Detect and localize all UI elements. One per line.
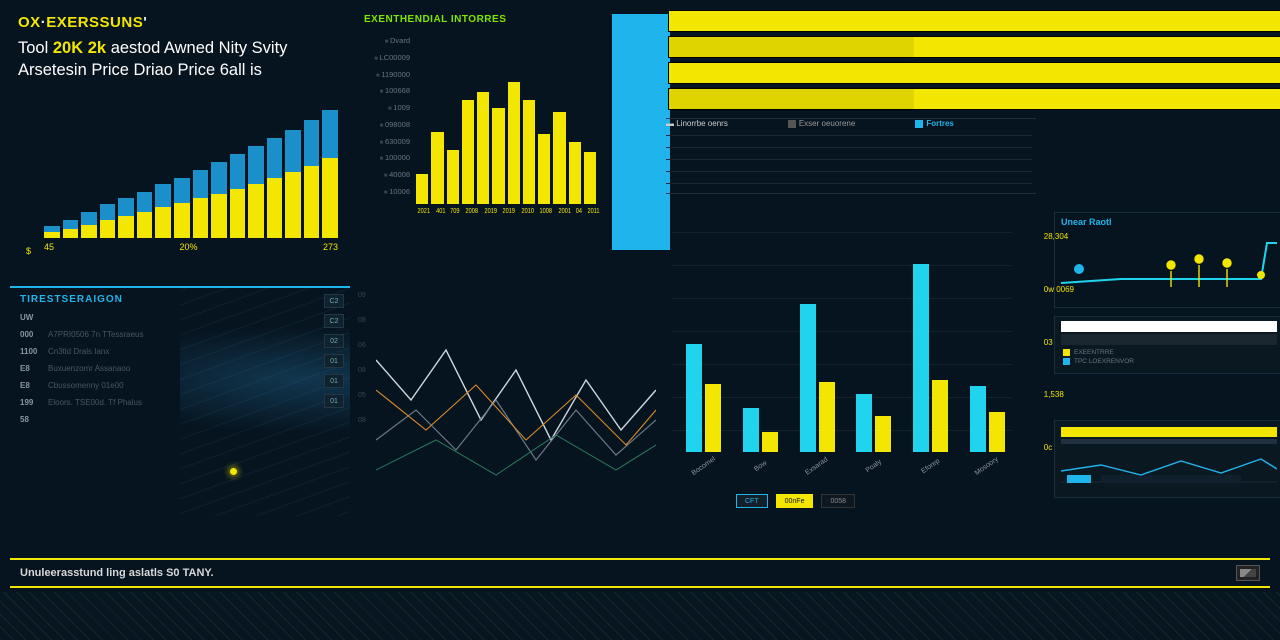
brand-logo: OX·EXERSSUNS' <box>18 14 346 31</box>
tm-bar-chart <box>416 34 596 204</box>
mr-x-labels: BocomelBowExsaradPoalyEforepMosoory <box>672 458 1012 465</box>
mc-y-labels: 090806080508 <box>358 292 366 424</box>
y-axis-label: $ <box>26 246 31 256</box>
footer-hatch-pattern <box>0 592 1280 640</box>
footer-strip: Unuleerasstund ling aslatls S0 TANY. <box>10 558 1270 588</box>
glow-dot-icon <box>230 468 237 475</box>
climbing-bar-chart: $ 45 20% 273 <box>22 110 342 260</box>
tm-big-cyan-bar <box>612 14 670 250</box>
tm-x-labels: 2021401709200820192019201010082001042011 <box>416 208 596 215</box>
widget-bot <box>1054 420 1280 498</box>
grouped-bar-chart <box>672 232 1012 452</box>
panel-multiline: 090806080508 <box>358 286 658 516</box>
tr-legend-area: ▬ Linorrbe oenrs Exser oeuorene Fortres <box>666 118 1036 194</box>
widget-mid-bar-grey <box>1061 334 1277 345</box>
panel-list-wave: TIRESTSERAIGON UW000A7PRI0506 7n TTessra… <box>10 286 350 516</box>
widget-bot-svg <box>1061 451 1277 491</box>
ml-rows: UW000A7PRI0506 7n TTessraeus1100Cn3tld D… <box>10 309 350 428</box>
widget-top-svg <box>1061 229 1277 301</box>
panel-yellow-bars: EXENTHENDIAL INTORRES DvardLC00009119000… <box>358 8 658 278</box>
widget-mid: EXEENTRRETPC LOEXRENVOR <box>1054 316 1280 374</box>
panel-grouped-bars: BocomelBowExsaradPoalyEforepMosoory 28,3… <box>666 286 1046 516</box>
yellow-stripes <box>668 10 1280 110</box>
panel-headline: OX·EXERSSUNS' Tool 20K 2k aestod Awned N… <box>10 8 350 278</box>
widget-top: Unear Raotl <box>1054 212 1280 308</box>
ml-title: TIRESTSERAIGON <box>10 288 350 309</box>
mr-tags: CFT00nFe0058 <box>736 494 855 508</box>
footer-logo-icon <box>1236 565 1260 581</box>
panel-widgets: Unear Raotl EXEENTRRETPC LOEXRENVOR <box>1054 286 1280 516</box>
tm-y-labels: DvardLC000091190000100668100909800863000… <box>364 36 410 196</box>
ml-badges: C2C202010101 <box>324 294 344 408</box>
widget-mid-bar-white <box>1061 321 1277 332</box>
headline-text: Tool 20K 2k aestod Awned Nity Svity Arse… <box>18 37 346 82</box>
multiline-svg <box>376 290 656 510</box>
widget-bot-yellow-row <box>1061 427 1277 437</box>
widget-top-title: Unear Raotl <box>1061 217 1277 227</box>
x-axis-labels: 45 20% 273 <box>44 242 338 260</box>
tm-title: EXENTHENDIAL INTORRES <box>364 14 652 25</box>
footer-text: Unuleerasstund ling aslatls S0 TANY. <box>20 567 214 579</box>
